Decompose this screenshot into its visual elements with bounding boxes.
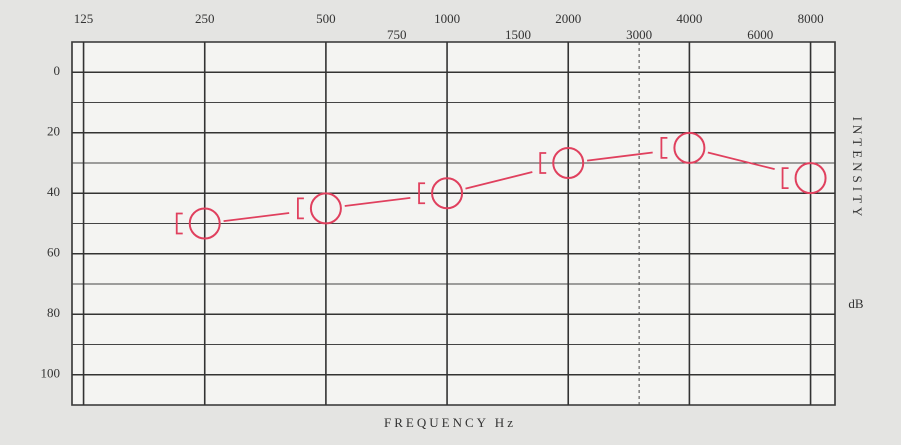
y-tick-label: 60 <box>47 245 60 260</box>
x-tick-label: 250 <box>195 11 215 26</box>
x-tick-label: 500 <box>316 11 336 26</box>
data-point <box>794 162 827 195</box>
bracket-symbol <box>539 152 547 174</box>
x-tick-label: 125 <box>74 11 94 26</box>
data-point <box>188 207 221 240</box>
data-point <box>552 147 585 179</box>
y-tick-label: 0 <box>54 63 61 78</box>
bracket-symbol <box>418 182 426 205</box>
data-point <box>673 131 706 164</box>
x-tick-label: 2000 <box>555 11 581 26</box>
x-axis-label: FREQUENCY Hz <box>384 415 516 430</box>
y-unit: dB <box>848 296 864 311</box>
x-tick-label: 4000 <box>676 11 702 26</box>
x-tick-label: 8000 <box>798 11 824 26</box>
bracket-symbol <box>175 212 183 235</box>
y-tick-label: 40 <box>47 184 60 199</box>
data-point <box>431 177 464 210</box>
x-tick-label: 1000 <box>434 11 460 26</box>
y-tick-label: 80 <box>47 305 60 320</box>
y-tick-label: 100 <box>41 366 61 381</box>
bracket-symbol <box>296 197 304 220</box>
y-axis-label: INTENSITY <box>850 117 865 221</box>
x-tick-label-minor: 750 <box>387 27 407 42</box>
x-tick-label-minor: 1500 <box>505 27 531 42</box>
bracket-symbol <box>781 167 789 190</box>
y-tick-label: 20 <box>47 124 60 139</box>
series-line <box>223 151 775 223</box>
data-point <box>309 192 342 225</box>
x-tick-label-minor: 6000 <box>747 27 773 42</box>
x-tick-label-minor: 3000 <box>626 27 652 42</box>
bracket-symbol <box>660 136 668 159</box>
